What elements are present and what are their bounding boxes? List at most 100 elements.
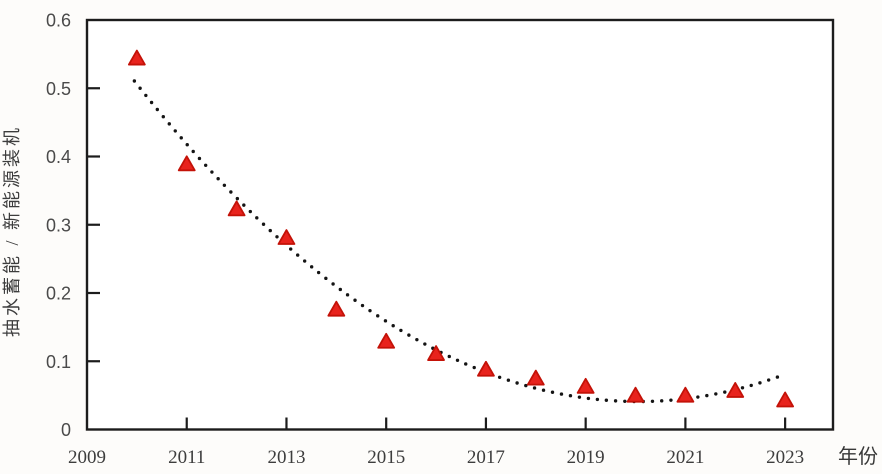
trendline-dot: [210, 170, 214, 174]
trendline-dot: [550, 390, 555, 394]
y-tick-label: 0.5: [46, 79, 71, 99]
trendline-dot: [360, 303, 365, 308]
trendline-dot: [532, 386, 537, 390]
y-tick-label: 0.2: [46, 284, 71, 304]
trendline-dot: [173, 129, 177, 133]
trendline-dot: [138, 86, 142, 90]
y-axis-title: 抽水蓄能 / 新能源装机: [2, 125, 22, 337]
trendline-dot: [229, 190, 233, 194]
trendline-dot: [235, 196, 240, 201]
x-tick-label: 2017: [467, 447, 505, 468]
trendline-dot: [275, 235, 279, 239]
trendline-dot: [155, 107, 160, 112]
trendline-dot: [775, 375, 780, 379]
trendline-dot: [167, 122, 171, 126]
y-tick-label: 0.1: [46, 352, 71, 372]
trendline-dot: [586, 396, 591, 401]
trendline-dot: [749, 383, 753, 388]
trendline-dot: [261, 222, 266, 226]
trendline-dot: [216, 177, 220, 181]
trendline-dot: [203, 163, 208, 167]
trendline-dot: [515, 381, 519, 385]
trendline-dot: [455, 358, 460, 362]
trendline-dot: [289, 247, 293, 251]
trendline-dot: [604, 398, 609, 402]
trendline-dot: [302, 259, 307, 263]
trendline-dot: [423, 342, 427, 346]
trendline-dot: [740, 386, 745, 390]
trendline-dot: [255, 216, 259, 220]
data-point-marker: [726, 382, 745, 398]
y-tick-label: 0: [61, 420, 71, 440]
trendline-dot: [541, 388, 546, 392]
data-point-marker: [127, 49, 146, 66]
trendline-dot: [524, 383, 528, 388]
trendline-dot: [242, 203, 246, 207]
trendline-dot: [399, 328, 403, 333]
trendline-dot: [568, 394, 573, 398]
trendline-dot: [316, 270, 321, 275]
trendline-dot: [577, 395, 582, 399]
trendline-dot: [623, 399, 627, 403]
trendline-dot: [353, 298, 357, 302]
trendline-dot: [324, 276, 328, 281]
trendline-dot: [197, 156, 202, 161]
trendline-dot: [191, 149, 195, 154]
data-point-marker: [526, 369, 545, 386]
data-point-marker: [327, 300, 346, 317]
trendline-dot: [149, 100, 154, 105]
data-point-marker: [676, 386, 695, 403]
trendline-dot: [595, 397, 600, 402]
data-point-marker: [227, 200, 246, 217]
trendline-dot: [391, 324, 395, 328]
x-tick-label: 2023: [766, 447, 804, 468]
trendline-dot: [179, 136, 183, 140]
x-tick-label: 2019: [567, 447, 605, 468]
data-point-marker: [277, 229, 296, 245]
trendline-dot: [268, 228, 272, 233]
trendline-dot: [650, 399, 655, 403]
data-point-marker: [477, 360, 495, 377]
y-tick-label: 0.4: [46, 147, 71, 167]
trendline-dot: [506, 378, 511, 382]
trendline-dot: [161, 115, 165, 119]
trendline-dot: [660, 399, 664, 403]
trendline-dot: [714, 392, 718, 396]
x-tick-label: 2011: [168, 447, 205, 468]
trendline-dot: [338, 287, 343, 292]
trendline-dot: [723, 390, 727, 394]
plot-border: [85, 18, 835, 431]
trendline-dot: [331, 282, 335, 286]
trendline-dot: [185, 143, 189, 147]
trendline-dot: [464, 362, 468, 366]
trendline-dot: [309, 265, 314, 269]
chart-marks: 2009 2011 2013 2015 2017 2019 2021 2023 0 0.1 0.2 0…: [46, 11, 835, 468]
trendline-dot: [613, 399, 618, 403]
trendline-dot: [447, 354, 451, 359]
data-point-marker: [427, 345, 445, 361]
x-tick-label: 2021: [666, 447, 704, 468]
trendline-dot: [132, 79, 137, 83]
trendline-dot: [345, 293, 350, 297]
trendline-dot: [669, 398, 673, 402]
y-tick-label: 0.3: [46, 215, 71, 235]
trendline-dot: [497, 375, 502, 379]
trendline-dot: [376, 314, 380, 318]
trendline-dot: [559, 392, 564, 396]
x-tick-label: 2015: [367, 447, 405, 468]
trendline-dot: [222, 183, 227, 187]
x-tick-label: 2009: [68, 447, 106, 468]
data-point-marker: [776, 391, 795, 408]
trendline-dot: [758, 381, 762, 385]
trendline-dot: [295, 253, 300, 257]
data-point-marker: [377, 332, 396, 349]
trendline-dot: [696, 395, 700, 399]
trendline-dot: [705, 393, 709, 398]
trendline-dot: [472, 365, 476, 370]
trendline-dot: [248, 209, 253, 214]
data-point-marker: [626, 386, 645, 403]
trendline-dot: [766, 378, 771, 382]
x-axis-title: 年份: [838, 445, 878, 468]
